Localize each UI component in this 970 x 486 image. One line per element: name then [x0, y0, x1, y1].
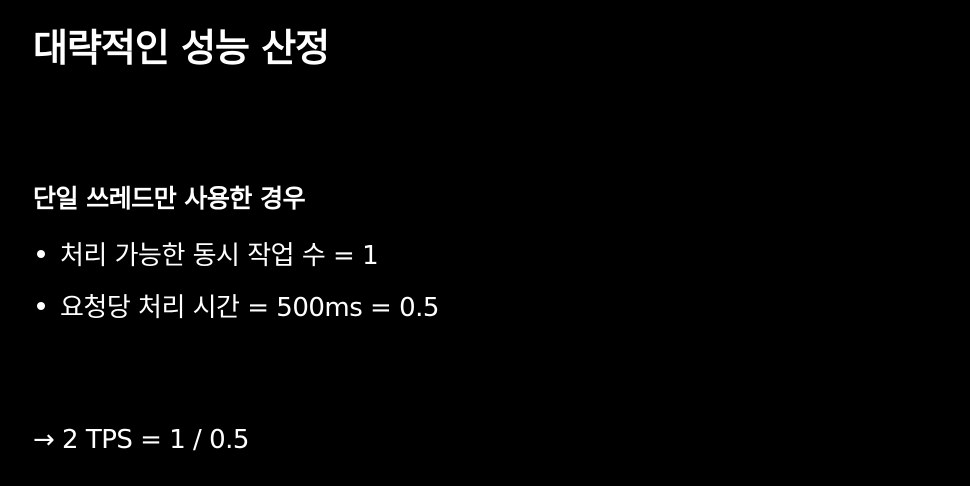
bullet-icon — [37, 249, 45, 258]
bullet-icon — [37, 301, 45, 310]
list-item: 요청당 처리 시간 = 500ms = 0.5 — [33, 288, 439, 323]
section-heading: 단일 쓰레드만 사용한 경우 — [33, 184, 306, 213]
bullet-text: 요청당 처리 시간 = 500ms = 0.5 — [60, 293, 439, 323]
conclusion-text: → 2 TPS = 1 / 0.5 — [33, 425, 249, 455]
list-item: 처리 가능한 동시 작업 수 = 1 — [33, 236, 439, 271]
bullet-text: 처리 가능한 동시 작업 수 = 1 — [60, 241, 379, 271]
bullet-list: 처리 가능한 동시 작업 수 = 1 요청당 처리 시간 = 500ms = 0… — [33, 236, 439, 340]
page-title: 대략적인 성능 산정 — [33, 26, 330, 70]
